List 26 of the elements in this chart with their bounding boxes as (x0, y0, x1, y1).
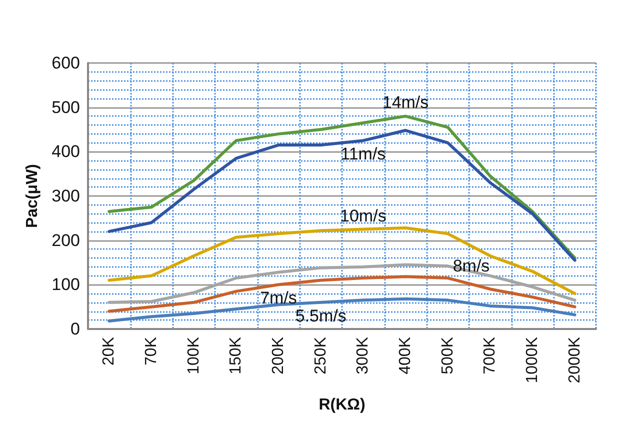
x-tick-label: 200K (270, 336, 287, 374)
x-tick-label: 500K (439, 336, 456, 374)
series-label: 10m/s (340, 206, 386, 226)
series-label: 5.5m/s (295, 306, 346, 326)
y-tick-label: 200 (52, 230, 80, 250)
x-tick-label: 1000K (524, 336, 541, 384)
y-tick-label: 600 (52, 54, 80, 72)
x-tick-label: 700K (482, 336, 499, 374)
y-axis-title: Pac(μW) (24, 164, 42, 228)
y-tick-label: 400 (52, 142, 80, 162)
y-tick-label: 100 (52, 275, 80, 294)
series-label: 11m/s (340, 144, 386, 164)
x-tick-label: 400K (397, 336, 414, 374)
x-tick-label: 300K (354, 336, 372, 374)
x-axis-title: R(KΩ) (318, 396, 366, 414)
x-tick-label: 70K (143, 336, 160, 366)
x-tick-label: 20K (100, 336, 118, 366)
y-tick-label: 500 (52, 98, 80, 117)
x-tick-label: 250K (312, 336, 330, 374)
y-tick-label: 0 (70, 320, 80, 338)
series-label: 14m/s (382, 93, 429, 112)
series-label: 8m/s (452, 256, 490, 276)
x-tick-label: 150K (228, 336, 245, 374)
x-tick-label: 100K (185, 336, 202, 374)
x-tick-label: 2000K (566, 336, 584, 384)
y-tick-label: 300 (52, 186, 80, 206)
